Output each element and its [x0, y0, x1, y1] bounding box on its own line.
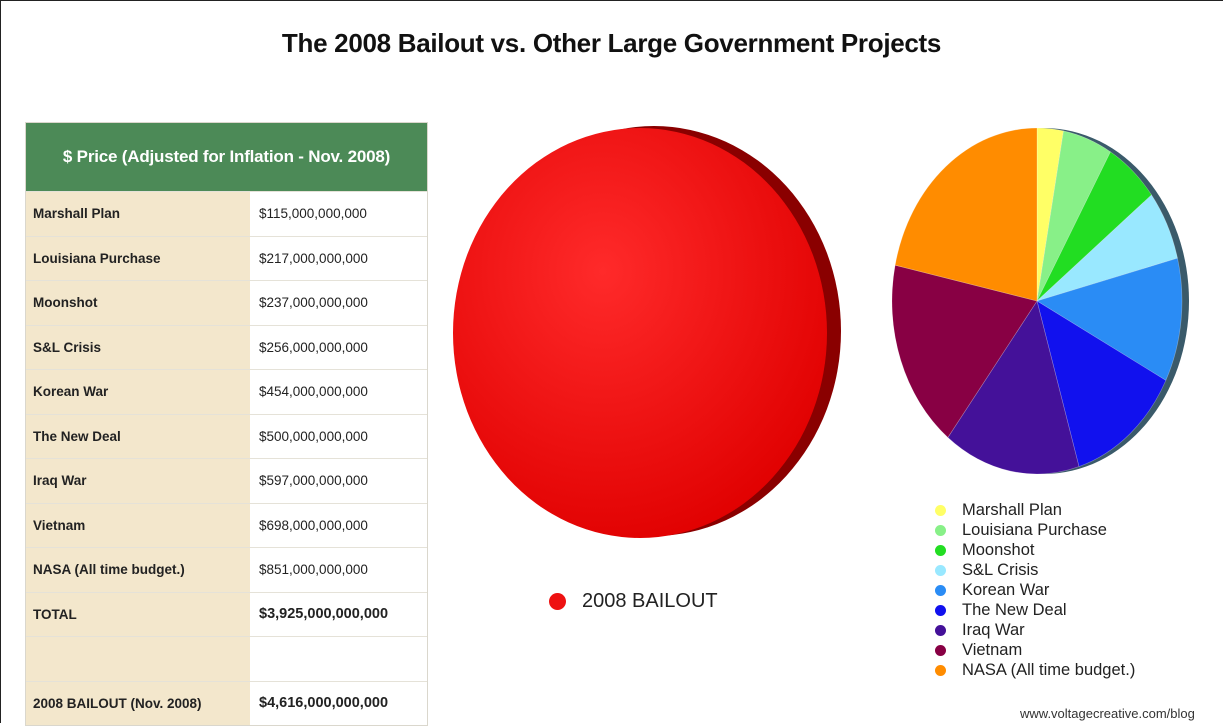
legend-item: Vietnam	[935, 640, 1135, 660]
row-value: $4,616,000,000,000	[250, 681, 427, 725]
row-label: Korean War	[26, 370, 250, 414]
legend-label: Korean War	[962, 581, 1050, 599]
row-label: TOTAL	[26, 592, 250, 636]
legend-dot	[935, 544, 946, 556]
legend-label: NASA (All time budget.)	[962, 661, 1136, 679]
legend-item: The New Deal	[935, 600, 1135, 620]
legend-dot	[935, 504, 946, 516]
pie-slice	[1036, 127, 1064, 302]
legend-dot	[935, 564, 946, 576]
legend-item: Iraq War	[935, 620, 1135, 640]
legend-label: Louisiana Purchase	[962, 521, 1107, 539]
row-label	[26, 637, 250, 681]
table-row: S&L Crisis $256,000,000,000	[26, 324, 427, 369]
table-row: Vietnam $698,000,000,000	[26, 502, 427, 547]
table-header: $ Price (Adjusted for Inflation - Nov. 2…	[26, 123, 427, 191]
row-value: $500,000,000,000	[250, 414, 427, 458]
legend-dot-bailout	[549, 593, 566, 610]
table-row	[26, 636, 427, 681]
legend-label: The New Deal	[962, 601, 1067, 619]
pie-slice	[1036, 257, 1183, 381]
row-label: Moonshot	[26, 281, 250, 325]
legend-label: Marshall Plan	[962, 501, 1062, 519]
legend-label: Vietnam	[962, 641, 1023, 659]
legend-dot	[935, 524, 946, 536]
pie-slice-2008-bailout	[453, 128, 827, 538]
legend-label: S&L Crisis	[962, 561, 1039, 579]
row-value: $3,925,000,000,000	[250, 592, 427, 636]
legend-item: Louisiana Purchase	[935, 520, 1135, 540]
legend-label: Moonshot	[962, 541, 1035, 559]
row-value: $115,000,000,000	[250, 192, 427, 236]
price-table: $ Price (Adjusted for Inflation - Nov. 2…	[25, 122, 428, 726]
chart-title: The 2008 Bailout vs. Other Large Governm…	[281, 28, 942, 58]
row-label: S&L Crisis	[26, 325, 250, 369]
row-value: $237,000,000,000	[250, 281, 427, 325]
table-row: Iraq War $597,000,000,000	[26, 458, 427, 503]
row-value	[250, 637, 427, 681]
row-value: $597,000,000,000	[250, 459, 427, 503]
legend-item: NASA (All time budget.)	[935, 660, 1135, 680]
pie-slice	[1036, 194, 1178, 302]
legend-item: Moonshot	[935, 540, 1135, 560]
table-row: Korean War $454,000,000,000	[26, 369, 427, 414]
credit-text: www.voltagecreative.com/blog	[1020, 706, 1195, 721]
big-pie-legend: 2008 BAILOUT	[549, 590, 718, 613]
pie-slice	[1036, 130, 1111, 302]
legend-label: Iraq War	[962, 621, 1025, 639]
table-row: The New Deal $500,000,000,000	[26, 413, 427, 458]
table-row: 2008 BAILOUT (Nov. 2008) $4,616,000,000,0…	[26, 680, 427, 725]
row-label: Marshall Plan	[26, 192, 250, 236]
row-label: NASA (All time budget.)	[26, 548, 250, 592]
row-value: $217,000,000,000	[250, 236, 427, 280]
legend-label-bailout: 2008 BAILOUT	[582, 590, 718, 612]
legend-dot	[935, 624, 946, 636]
pie-slice	[947, 300, 1080, 475]
row-value: $454,000,000,000	[250, 370, 427, 414]
table-row: Louisiana Purchase $217,000,000,000	[26, 235, 427, 280]
row-label: Vietnam	[26, 503, 250, 547]
pie-slice	[1036, 151, 1152, 302]
legend-item: Korean War	[935, 580, 1135, 600]
legend-dot	[935, 604, 946, 616]
legend-dot	[935, 584, 946, 596]
row-label: Louisiana Purchase	[26, 236, 250, 280]
table-row: Marshall Plan $115,000,000,000	[26, 191, 427, 236]
pie-slice	[894, 127, 1038, 302]
row-label: 2008 BAILOUT (Nov. 2008)	[26, 681, 250, 725]
row-label: Iraq War	[26, 459, 250, 503]
row-value: $851,000,000,000	[250, 548, 427, 592]
table-row: TOTAL $3,925,000,000,000	[26, 591, 427, 636]
legend-item: S&L Crisis	[935, 560, 1135, 580]
table-row: Moonshot $237,000,000,000	[26, 280, 427, 325]
row-label: The New Deal	[26, 414, 250, 458]
row-value: $256,000,000,000	[250, 325, 427, 369]
legend-item: Marshall Plan	[935, 500, 1135, 520]
table-row: NASA (All time budget.) $851,000,000,000	[26, 547, 427, 592]
small-pie-legend: Marshall Plan Louisiana Purchase Moonshot S…	[935, 500, 1135, 680]
legend-dot	[935, 644, 946, 656]
pie-slice	[1036, 300, 1167, 467]
pie-slice	[891, 264, 1038, 438]
legend-dot	[935, 664, 946, 676]
row-value: $698,000,000,000	[250, 503, 427, 547]
